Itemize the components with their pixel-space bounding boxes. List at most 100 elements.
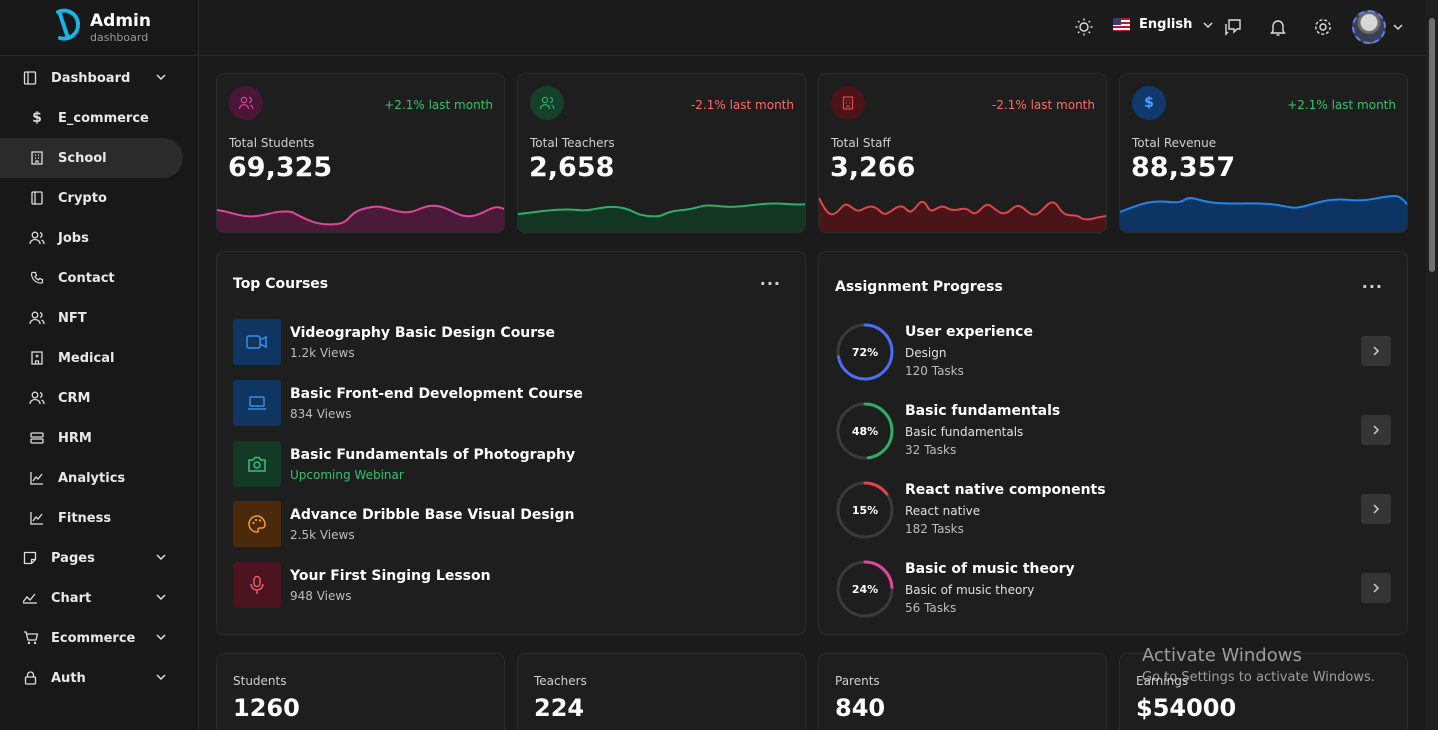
summary-value: 840 xyxy=(835,694,886,722)
summary-label: Students xyxy=(233,674,287,688)
sidebar-item-auth[interactable]: Auth xyxy=(0,658,199,698)
chevron-down-icon[interactable] xyxy=(1392,21,1404,33)
assignment-tasks: 56 Tasks xyxy=(905,601,957,615)
assignment-progress-panel: Assignment Progress ··· 72% User experie… xyxy=(818,251,1408,635)
stat-value: 69,325 xyxy=(228,152,333,183)
users-icon xyxy=(530,86,564,120)
sun-icon[interactable] xyxy=(1073,16,1095,38)
course-item[interactable]: Basic Front-end Development Course 834 Vi… xyxy=(233,379,583,427)
sidebar-item-chart[interactable]: Chart xyxy=(0,578,199,618)
panel-title: Assignment Progress xyxy=(835,279,1003,295)
summary-card-earnings: Earnings $54000 xyxy=(1119,653,1408,730)
users-icon xyxy=(229,86,263,120)
sidebar-item-label: Fitness xyxy=(58,510,112,526)
laptop-icon xyxy=(233,380,281,426)
chevron-down-icon xyxy=(156,74,166,81)
chevron-down-icon xyxy=(1203,21,1213,28)
course-views: 1.2k Views xyxy=(290,345,355,360)
summary-value: 1260 xyxy=(233,694,300,722)
chevron-right-icon xyxy=(1373,346,1380,356)
sidebar-nav: Dashboard $ E_commerce School Crypto Job… xyxy=(0,58,199,698)
course-item[interactable]: Basic Fundamentals of Photography Upcomin… xyxy=(233,440,575,488)
bell-icon[interactable] xyxy=(1267,16,1289,38)
sidebar-item-dashboard[interactable]: Dashboard xyxy=(0,58,199,98)
course-item[interactable]: Videography Basic Design Course 1.2k View… xyxy=(233,318,555,366)
assignment-category: Basic fundamentals xyxy=(905,425,1024,439)
sidebar-item-label: Chart xyxy=(51,590,92,606)
sidebar-item-contact[interactable]: Contact xyxy=(0,258,199,298)
sidebar-item-label: Crypto xyxy=(58,190,107,206)
assignment-item: 72% User experience Design 120 Tasks xyxy=(835,322,1391,384)
language-selector[interactable]: English xyxy=(1113,17,1214,32)
summary-value: $54000 xyxy=(1136,694,1237,722)
users-icon xyxy=(29,230,45,246)
sidebar-item-label: Ecommerce xyxy=(51,630,136,646)
scrollbar-thumb[interactable] xyxy=(1429,18,1435,272)
stat-card-revenue: $ +2.1% last month Total Revenue 88,357 xyxy=(1119,73,1408,233)
sparkline-chart xyxy=(1120,194,1407,232)
assignment-tasks: 32 Tasks xyxy=(905,443,957,457)
camera-icon xyxy=(233,441,281,487)
sidebar-item-e-commerce[interactable]: $ E_commerce xyxy=(0,98,199,138)
chevron-right-icon xyxy=(1373,425,1380,435)
stat-value: 88,357 xyxy=(1131,152,1236,183)
assignment-title: Basic of music theory xyxy=(905,561,1075,577)
sidebar-item-analytics[interactable]: Analytics xyxy=(0,458,199,498)
summary-card-students: Students 1260 xyxy=(216,653,505,730)
open-assignment-button[interactable] xyxy=(1361,336,1391,366)
page-scrollbar[interactable] xyxy=(1426,0,1438,730)
server-icon xyxy=(29,430,45,446)
avatar[interactable] xyxy=(1352,10,1386,44)
progress-ring xyxy=(836,402,894,460)
video-icon xyxy=(233,319,281,365)
sidebar-item-label: Dashboard xyxy=(51,70,131,86)
chevron-right-icon xyxy=(1373,583,1380,593)
hospital-icon xyxy=(29,350,45,366)
sidebar-item-label: HRM xyxy=(58,430,92,446)
stat-card-staff: -2.1% last month Total Staff 3,266 xyxy=(818,73,1107,233)
course-title: Your First Singing Lesson xyxy=(290,567,491,584)
sidebar-item-crm[interactable]: CRM xyxy=(0,378,199,418)
dollar-icon: $ xyxy=(32,110,42,126)
sidebar-item-medical[interactable]: Medical xyxy=(0,338,199,378)
course-item[interactable]: Advance Dribble Base Visual Design 2.5k V… xyxy=(233,500,574,548)
summary-card-teachers: Teachers 224 xyxy=(517,653,806,730)
sidebar-item-school[interactable]: School xyxy=(0,138,183,178)
brand-title: Admin xyxy=(90,10,151,31)
sidebar-item-fitness[interactable]: Fitness xyxy=(0,498,199,538)
stat-value: 3,266 xyxy=(830,152,916,183)
top-header: English xyxy=(200,0,1426,56)
course-item[interactable]: Your First Singing Lesson 948 Views xyxy=(233,561,491,609)
summary-value: 224 xyxy=(534,694,585,722)
open-assignment-button[interactable] xyxy=(1361,494,1391,524)
chat-icon[interactable] xyxy=(1222,16,1244,38)
sidebar-item-label: Jobs xyxy=(58,230,89,246)
sidebar-item-pages[interactable]: Pages xyxy=(0,538,199,578)
sidebar-item-hrm[interactable]: HRM xyxy=(0,418,199,458)
sidebar-item-jobs[interactable]: Jobs xyxy=(0,218,199,258)
open-assignment-button[interactable] xyxy=(1361,573,1391,603)
stat-change: +2.1% last month xyxy=(1287,98,1396,112)
stat-label: Total Revenue xyxy=(1132,136,1217,150)
stat-change: -2.1% last month xyxy=(991,98,1095,112)
progress-percent: 48% xyxy=(851,424,879,438)
chevron-right-icon xyxy=(1373,504,1380,514)
sidebar-item-nft[interactable]: NFT xyxy=(0,298,199,338)
more-options-icon[interactable]: ··· xyxy=(1361,277,1383,296)
language-label: English xyxy=(1139,17,1193,32)
gear-icon[interactable] xyxy=(1312,16,1334,38)
stat-card-teachers: -2.1% last month Total Teachers 2,658 xyxy=(517,73,806,233)
progress-ring xyxy=(836,323,894,381)
dashboard-icon xyxy=(22,70,38,86)
chevron-down-icon xyxy=(156,674,166,681)
watermark-subtitle: Go to Settings to activate Windows. xyxy=(1142,670,1375,685)
sidebar-item-crypto[interactable]: Crypto xyxy=(0,178,199,218)
stat-label: Total Students xyxy=(229,136,315,150)
more-options-icon[interactable]: ··· xyxy=(759,274,781,293)
progress-percent: 15% xyxy=(851,503,879,517)
assignment-item: 15% React native components React native… xyxy=(835,480,1391,542)
sidebar-item-ecommerce[interactable]: Ecommerce xyxy=(0,618,199,658)
brand-logo[interactable]: Admin dashboard xyxy=(0,0,198,56)
open-assignment-button[interactable] xyxy=(1361,415,1391,445)
chevron-down-icon xyxy=(156,594,166,601)
